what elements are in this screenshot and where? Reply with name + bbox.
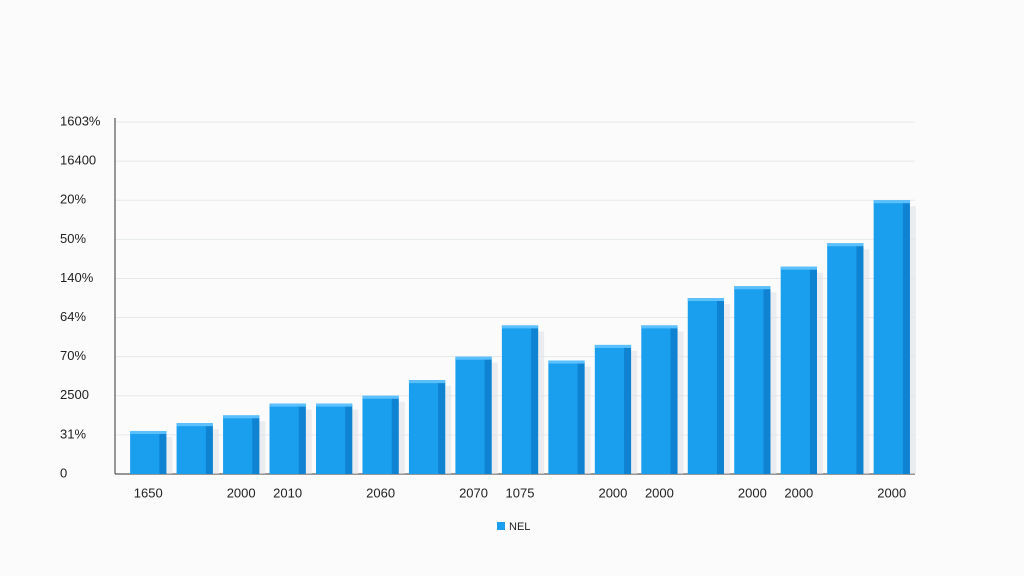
bar-group xyxy=(315,403,359,474)
y-tick-label: 31% xyxy=(60,426,86,441)
bar-group xyxy=(176,423,219,474)
bar-group xyxy=(501,325,545,474)
y-tick-label: 0 xyxy=(60,465,67,480)
x-tick-label: 2010 xyxy=(273,485,302,500)
y-tick-label: 20% xyxy=(60,192,86,207)
bar-group xyxy=(362,395,405,474)
y-tick-label: 16400 xyxy=(60,153,96,168)
bar-top xyxy=(408,380,446,384)
bar-top xyxy=(687,298,725,301)
bar-top xyxy=(780,266,817,270)
bar-side xyxy=(438,382,446,474)
y-tick-label: 70% xyxy=(60,348,86,363)
x-tick-label: 2000 xyxy=(738,485,767,500)
bar-top xyxy=(873,200,910,204)
bar-group xyxy=(780,266,823,474)
y-tick-label: 2500 xyxy=(60,387,89,402)
bar-group xyxy=(455,356,498,474)
x-tick-label: 2000 xyxy=(645,485,674,500)
x-tick-label: 2060 xyxy=(366,485,395,500)
bar-group xyxy=(827,243,870,474)
bar-side xyxy=(345,405,353,474)
bar-side xyxy=(809,268,817,474)
bar-group xyxy=(873,200,916,474)
bar-group xyxy=(548,360,591,474)
bar-group xyxy=(594,344,638,474)
bar-side xyxy=(252,417,260,474)
legend-label: NEL xyxy=(509,521,530,533)
bar-side xyxy=(531,327,539,474)
bar-top xyxy=(176,423,213,427)
bar-group xyxy=(734,286,777,474)
bar-group xyxy=(223,415,266,474)
y-tick-label: 140% xyxy=(60,270,94,285)
x-tick-label: 1650 xyxy=(134,485,163,500)
bar-top xyxy=(269,403,306,407)
x-tick-label: 2000 xyxy=(784,485,813,500)
bar-side xyxy=(717,300,725,474)
bar-top xyxy=(827,243,864,247)
bar-side xyxy=(856,245,864,474)
bar-side xyxy=(577,362,585,474)
x-tick-label: 2000 xyxy=(598,485,627,500)
bar-side xyxy=(484,358,492,474)
y-tick-label: 64% xyxy=(60,309,86,324)
bar-side xyxy=(763,288,771,474)
bar-top xyxy=(548,360,585,364)
bar-side xyxy=(391,397,399,474)
bar-group xyxy=(408,380,452,474)
x-tick-label: 2000 xyxy=(877,485,906,500)
bar-top xyxy=(501,325,539,329)
legend-swatch xyxy=(497,522,505,530)
x-tick-label: 2070 xyxy=(459,485,488,500)
bar-side xyxy=(902,202,910,474)
bar-group xyxy=(130,430,173,474)
bar-side xyxy=(624,346,632,474)
bar-top xyxy=(315,403,353,407)
bar-side xyxy=(298,405,306,474)
bar-top xyxy=(223,415,260,419)
bar-top xyxy=(130,430,167,434)
bar-group xyxy=(641,325,684,474)
bar-group xyxy=(269,403,312,474)
bar-top xyxy=(594,344,632,348)
bar-side xyxy=(159,432,167,474)
x-tick-label: 2000 xyxy=(227,485,256,500)
bar-top xyxy=(734,286,771,290)
x-tick-label: 1075 xyxy=(506,485,535,500)
bar-top xyxy=(362,395,399,399)
bar-top xyxy=(455,356,492,360)
bar-group xyxy=(687,298,731,474)
bar-side xyxy=(670,327,678,474)
bar-top xyxy=(641,325,678,329)
y-tick-label: 1603% xyxy=(60,113,101,128)
bar-side xyxy=(205,425,213,474)
y-tick-label: 50% xyxy=(60,231,86,246)
